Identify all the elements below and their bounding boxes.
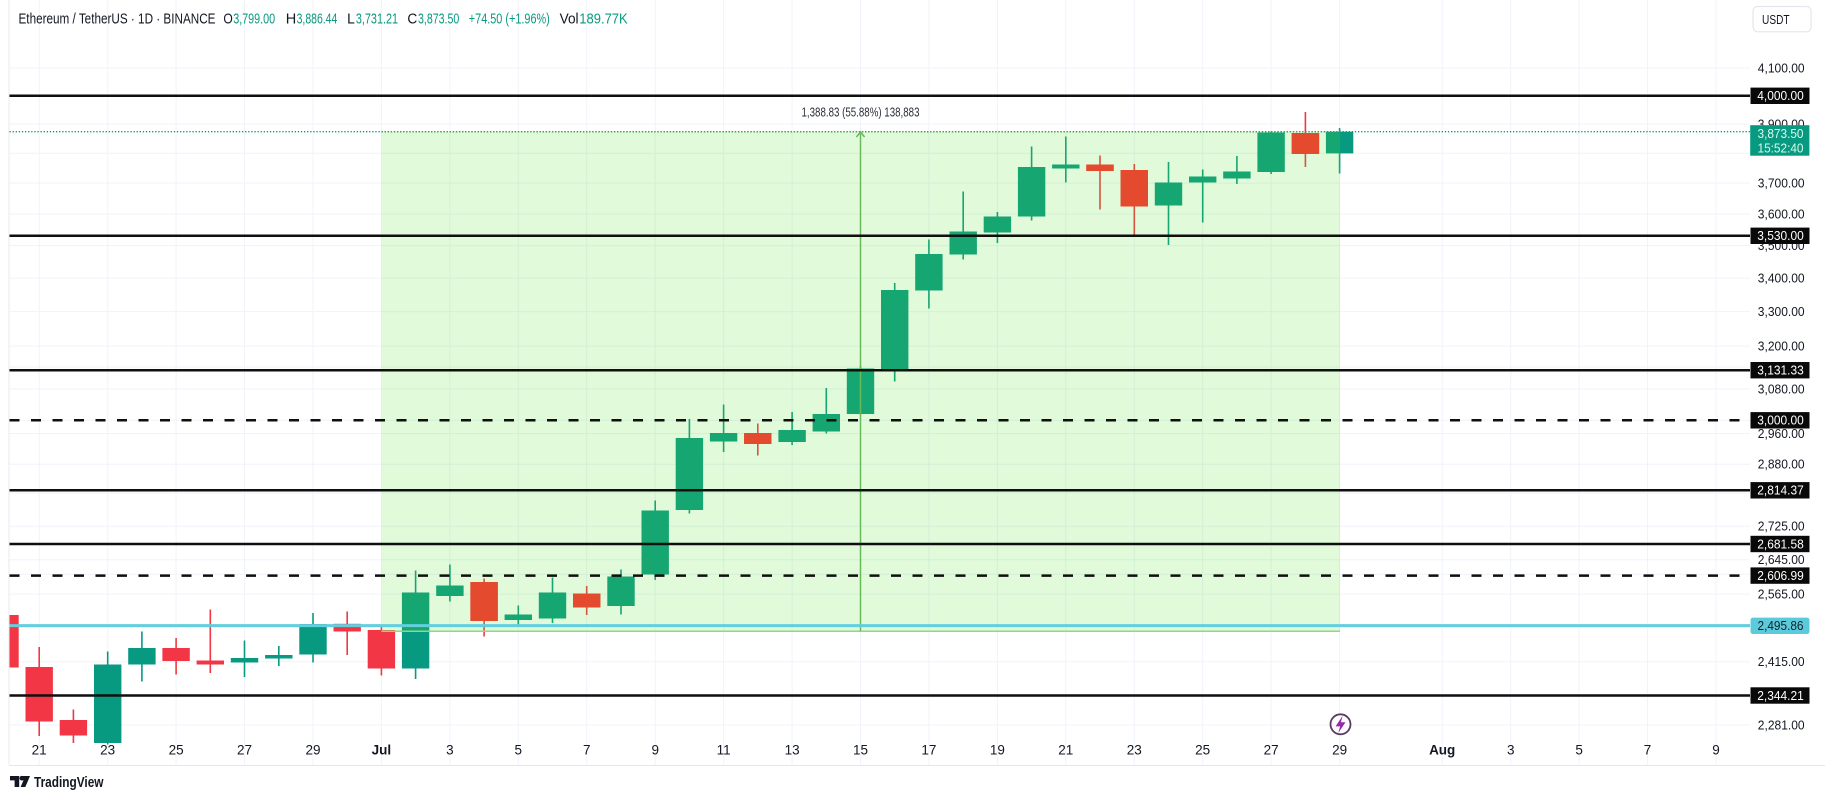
svg-text:9: 9 (651, 743, 659, 758)
svg-text:2,681.58: 2,681.58 (1757, 537, 1804, 551)
svg-text:3,700.00: 3,700.00 (1758, 177, 1805, 191)
svg-text:29: 29 (305, 743, 320, 758)
svg-text:19: 19 (990, 743, 1005, 758)
svg-text:27: 27 (237, 743, 252, 758)
svg-text:O: O (223, 11, 232, 27)
svg-text:2,281.00: 2,281.00 (1758, 718, 1805, 732)
svg-text:2,344.21: 2,344.21 (1757, 689, 1804, 703)
svg-text:Vol: Vol (560, 11, 579, 27)
svg-text:3,000.00: 3,000.00 (1757, 414, 1804, 428)
svg-text:2,565.00: 2,565.00 (1758, 588, 1805, 602)
svg-text:21: 21 (32, 743, 47, 758)
svg-text:Ethereum / TetherUS · 1D · BIN: Ethereum / TetherUS · 1D · BINANCE (19, 11, 216, 27)
svg-text:3,530.00: 3,530.00 (1757, 229, 1804, 243)
svg-text:4,100.00: 4,100.00 (1758, 61, 1805, 75)
svg-text:7: 7 (1644, 743, 1652, 758)
svg-text:15:52:40: 15:52:40 (1758, 141, 1804, 155)
svg-text:H: H (286, 11, 297, 27)
svg-text:1,388.83 (55.88%) 138,883: 1,388.83 (55.88%) 138,883 (802, 106, 920, 120)
svg-text:2,880.00: 2,880.00 (1758, 458, 1805, 472)
svg-text:3,600.00: 3,600.00 (1758, 207, 1805, 221)
svg-text:3: 3 (446, 743, 454, 758)
svg-text:29: 29 (1332, 743, 1347, 758)
svg-text:3,873.50: 3,873.50 (418, 11, 459, 27)
svg-text:3,873.50: 3,873.50 (1758, 127, 1804, 141)
svg-text:3,731.21: 3,731.21 (356, 11, 398, 27)
svg-text:21: 21 (1058, 743, 1073, 758)
svg-text:13: 13 (785, 743, 800, 758)
svg-text:23: 23 (1127, 743, 1142, 758)
svg-text:3,200.00: 3,200.00 (1758, 340, 1805, 354)
svg-text:5: 5 (515, 743, 523, 758)
svg-text:Jul: Jul (372, 743, 392, 758)
svg-text:2,606.99: 2,606.99 (1757, 569, 1804, 583)
svg-text:2,645.00: 2,645.00 (1758, 553, 1805, 567)
svg-text:3,400.00: 3,400.00 (1758, 272, 1805, 286)
svg-text:5: 5 (1575, 743, 1583, 758)
svg-text:7: 7 (583, 743, 591, 758)
svg-text:11: 11 (717, 743, 731, 758)
svg-text:2,495.86: 2,495.86 (1758, 619, 1804, 633)
svg-text:3,080.00: 3,080.00 (1758, 382, 1805, 396)
svg-text:25: 25 (169, 743, 184, 758)
svg-text:25: 25 (1195, 743, 1210, 758)
svg-text:Aug: Aug (1429, 743, 1455, 758)
svg-text:15: 15 (853, 743, 868, 758)
svg-text:4,000.00: 4,000.00 (1757, 89, 1804, 103)
svg-text:27: 27 (1264, 743, 1279, 758)
svg-text:3,799.00: 3,799.00 (233, 11, 275, 27)
svg-text:9: 9 (1712, 743, 1720, 758)
svg-text:TradingView: TradingView (34, 774, 104, 791)
svg-text:USDT: USDT (1762, 13, 1790, 27)
svg-text:3: 3 (1507, 743, 1515, 758)
svg-text:2,415.00: 2,415.00 (1758, 655, 1805, 669)
svg-text:+74.50 (+1.96%): +74.50 (+1.96%) (469, 11, 550, 27)
svg-text:2,960.00: 2,960.00 (1758, 427, 1805, 441)
svg-text:L: L (347, 11, 355, 27)
svg-text:189.77K: 189.77K (579, 11, 628, 27)
svg-text:3,300.00: 3,300.00 (1758, 305, 1805, 319)
svg-text:3,886.44: 3,886.44 (297, 11, 338, 27)
svg-text:2,725.00: 2,725.00 (1758, 520, 1805, 534)
svg-text:23: 23 (100, 743, 115, 758)
svg-text:17: 17 (921, 743, 936, 758)
svg-text:3,131.33: 3,131.33 (1757, 364, 1804, 378)
svg-text:2,814.37: 2,814.37 (1757, 484, 1804, 498)
svg-text:C: C (407, 11, 417, 27)
